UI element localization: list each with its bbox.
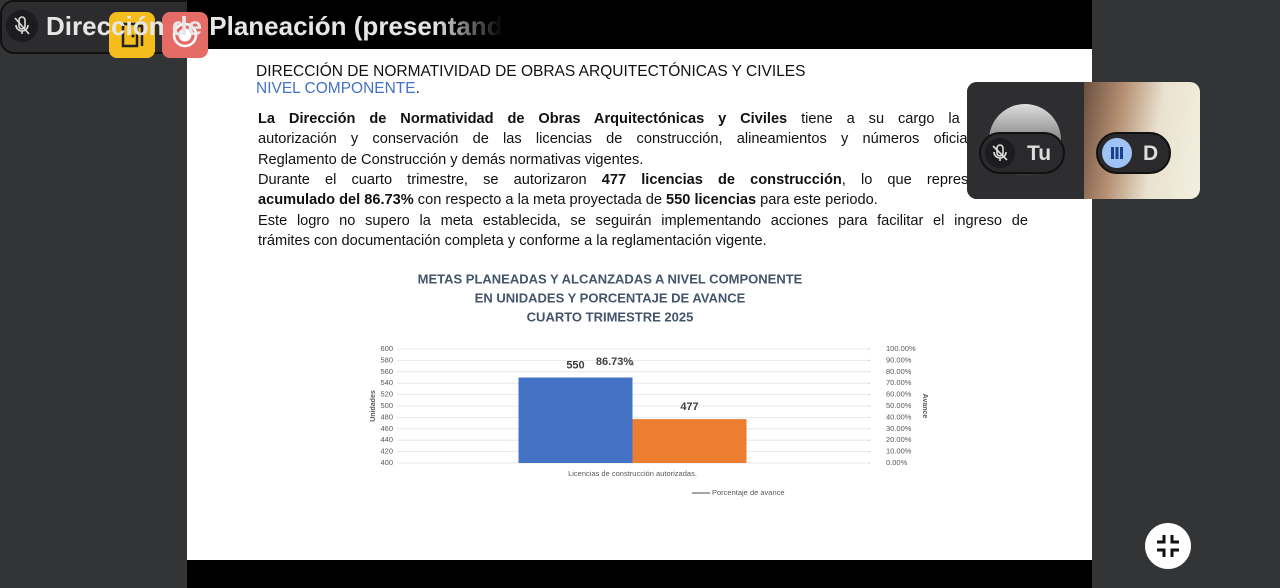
y-tick-label: 520 <box>380 390 393 399</box>
body-line: La Dirección de Normatividad de Obras Ar… <box>258 111 1028 127</box>
y2-tick-label: 90.00% <box>886 355 912 364</box>
title-highlight: NIVEL COMPONENTE <box>256 80 416 97</box>
y2-tick-label: 60.00% <box>886 390 912 399</box>
text-run: acumulado del 86.73% <box>258 192 414 209</box>
text-run: Durante el cuarto trimestre, se autoriza… <box>258 171 602 188</box>
participant-name: D <box>1143 142 1159 165</box>
y-axis-label: Unidades <box>370 390 377 422</box>
door-icon <box>121 22 144 48</box>
data-label: 86.73% <box>596 356 634 368</box>
body-line: Reglamento de Construcción y demás norma… <box>258 152 1028 168</box>
text-run: 550 licencias <box>666 192 757 209</box>
mic-off-icon <box>985 138 1015 168</box>
leave-button[interactable] <box>109 12 155 58</box>
title-end: . <box>415 80 420 97</box>
chart-title: EN UNIDADES Y PORCENTAJE DE AVANCE <box>475 290 746 305</box>
record-icon <box>172 22 198 48</box>
speaking-icon <box>1102 138 1132 168</box>
y-tick-label: 460 <box>380 424 393 433</box>
text-run: La Dirección de Normatividad de Obras Ar… <box>258 111 788 127</box>
shared-slide <box>187 49 1092 560</box>
y-tick-label: 580 <box>380 355 393 364</box>
y2-tick-label: 50.00% <box>886 401 912 410</box>
participant-pill: D <box>1096 132 1171 174</box>
y2-tick-label: 10.00% <box>886 447 912 456</box>
x-tick-label: Licencias de construcción autorizadas. <box>568 469 697 478</box>
text-run: trámites con documentación completa y co… <box>258 232 767 249</box>
y2-tick-label: 80.00% <box>886 367 912 376</box>
y-tick-label: 480 <box>380 412 393 421</box>
data-label: 550 <box>566 359 584 371</box>
y2-tick-label: 40.00% <box>886 412 912 421</box>
compress-icon <box>1157 535 1179 557</box>
participant-tiles: Tu D <box>967 82 1200 199</box>
participant-name: Tu <box>1027 142 1052 165</box>
title-text: DIRECCIÓN DE NORMATIVIDAD DE OBRAS ARQUI… <box>256 63 806 80</box>
y2-tick-label: 0.00% <box>886 458 908 467</box>
text-run: Reglamento de Construcción y demás norma… <box>258 151 644 168</box>
text-run: para este periodo. <box>756 192 878 209</box>
participant-pill: Tu <box>979 132 1065 174</box>
bar <box>632 419 747 463</box>
text-run: autorización y conservación de las licen… <box>258 131 1028 148</box>
y2-tick-label: 30.00% <box>886 424 912 433</box>
y-tick-label: 440 <box>380 435 393 444</box>
text-run: con respecto a la meta proyectada de <box>413 192 667 209</box>
y2-tick-label: 70.00% <box>886 378 912 387</box>
record-button[interactable] <box>162 12 208 58</box>
body-line: acumulado del 86.73% con respecto a la m… <box>258 192 1028 208</box>
slide-title: DIRECCIÓN DE NORMATIVIDAD DE OBRAS ARQUI… <box>256 63 856 97</box>
body-line: autorización y conservación de las licen… <box>258 131 1028 147</box>
bar <box>518 377 633 463</box>
chart-title: CUARTO TRIMESTRE 2025 <box>527 309 694 324</box>
body-line: trámites con documentación completa y co… <box>258 233 1028 249</box>
y-tick-label: 420 <box>380 447 393 456</box>
y2-axis-label: Avance <box>921 394 928 419</box>
y-tick-label: 540 <box>380 378 393 387</box>
text-run: 477 licencias de construcción <box>601 171 842 188</box>
video-band <box>187 560 1092 588</box>
y-tick-label: 400 <box>380 458 393 467</box>
data-label: 477 <box>680 401 698 413</box>
line-point <box>631 362 634 366</box>
y-tick-label: 600 <box>380 344 393 353</box>
presenter-name: Dirección de Planeación (presentand <box>46 11 503 41</box>
y-tick-label: 560 <box>380 367 393 376</box>
video-band <box>187 0 1092 49</box>
legend-label: Porcentaje de avance <box>712 488 785 497</box>
y2-tick-label: 20.00% <box>886 435 912 444</box>
y-tick-label: 500 <box>380 401 393 410</box>
text-run: Este logro no supero la meta establecida… <box>258 212 1028 229</box>
chart-title: METAS PLANEADAS Y ALCANZADAS A NIVEL COM… <box>418 271 803 286</box>
exit-fullscreen-button[interactable] <box>1145 523 1191 569</box>
mic-off-icon <box>6 10 38 42</box>
body-line: Este logro no supero la meta establecida… <box>258 213 1028 229</box>
y2-tick-label: 100.00% <box>886 344 916 353</box>
